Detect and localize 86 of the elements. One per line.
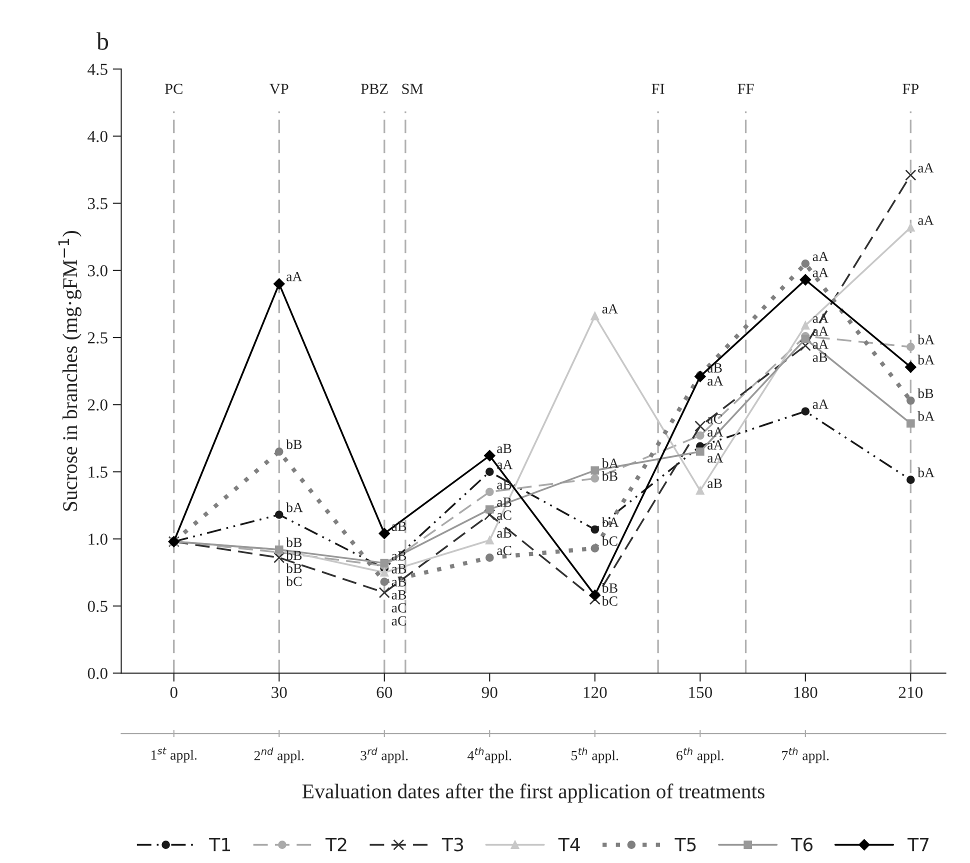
data-label: bB [286,439,302,450]
data-label: aA [812,252,828,262]
data-label: aA [708,376,724,386]
data-label: bB [602,471,618,481]
ref-line-label: FF [738,84,754,94]
data-label: bC [602,596,618,606]
data-label: bC [602,536,618,546]
legend-label: T6 [791,838,813,852]
x-tick-label: 30 [272,686,287,698]
legend-label: T7 [908,838,929,852]
data-label: aB [497,528,512,538]
data-label: aB [812,352,828,362]
data-label: bB [286,563,302,574]
x-tick-label: 210 [898,686,923,698]
y-tick-label: 2.0 [88,399,108,411]
ref-line-label: FI [652,84,664,94]
ref-line-label: VP [270,84,288,94]
data-label: bB [286,550,302,560]
data-label: aB [497,480,512,490]
text: 5$^{th}$ appl. [572,747,618,764]
data-label: aA [286,272,302,282]
data-label: aC [392,616,406,626]
y-tick-label: 4.5 [88,64,108,76]
text: 1$^{st}$ appl. [151,747,197,763]
text: 7$^{th}$ appl. [782,747,829,764]
data-label: aB [392,590,406,600]
y-tick-label: 3.5 [88,198,108,210]
data-label: bB [602,582,618,593]
x-axis-title: Evaluation dates after the first application of treatments [302,784,764,803]
text: 3$^{rd}$ appl. [360,747,408,764]
data-label: aA [918,163,934,173]
y-tick-label: 0.0 [88,668,108,680]
data-label: aC [497,510,512,520]
x-tick-label: 60 [376,686,392,698]
y-axis-title: Sucrose in branches (mg·gFM$^{−1}$) [58,230,82,511]
data-label: aB [392,577,406,587]
ref-line-label: FP [902,84,919,94]
legend-label: T5 [674,838,696,852]
data-label: aA [708,427,724,437]
data-label: bA [918,334,934,344]
data-label: aA [708,440,724,450]
chart-title: b [96,32,108,50]
data-label: bA [918,354,934,365]
x-tick-label: 120 [584,686,607,698]
x-tick-label: 0 [170,686,178,698]
text: 2$^{nd}$ appl. [254,747,304,764]
y-tick-label: 2.5 [88,332,108,344]
legend-label: T3 [442,838,464,852]
text: 4$^{th}$appl. [467,747,512,764]
data-label: aA [812,268,828,278]
data-label: aA [812,400,828,409]
data-label: aB [392,551,406,561]
data-label: aA [812,340,828,349]
ref-line-label: SM [402,84,423,94]
data-label: bB [918,388,934,398]
data-label: bB [286,537,302,548]
data-label: aB [392,564,406,574]
data-label: aA [918,216,934,225]
ref-line-label: PC [164,84,182,94]
ref-line-label: PBZ [360,84,388,94]
data-label: bA [918,411,934,421]
data-label: bA [602,458,619,468]
data-label: bC [286,576,302,586]
x-tick-label: 90 [482,686,498,698]
data-label: aA [708,453,724,463]
data-label: bA [602,517,619,527]
data-label: aC [392,603,406,613]
data-label: aB [708,478,722,488]
data-label: bA [918,468,934,478]
legend-label: T4 [558,838,580,852]
y-tick-label: 0.5 [88,600,108,612]
data-label: aB [497,498,512,507]
data-label: aA [602,304,618,314]
text: 6$^{th}$ appl. [676,747,724,764]
legend-label: T2 [325,838,346,852]
x-tick-label: 150 [689,686,712,698]
legend-label: T1 [209,838,230,852]
y-tick-label: 4.0 [88,130,108,142]
data-label: aC [497,546,512,556]
y-tick-label: 1.5 [88,466,108,478]
data-label: aB [497,444,512,454]
data-label: bA [286,502,303,512]
x-tick-label: 180 [794,686,818,698]
y-tick-label: 3.0 [88,265,108,276]
y-tick-label: 1.0 [88,534,108,545]
data-label: aA [497,460,513,470]
